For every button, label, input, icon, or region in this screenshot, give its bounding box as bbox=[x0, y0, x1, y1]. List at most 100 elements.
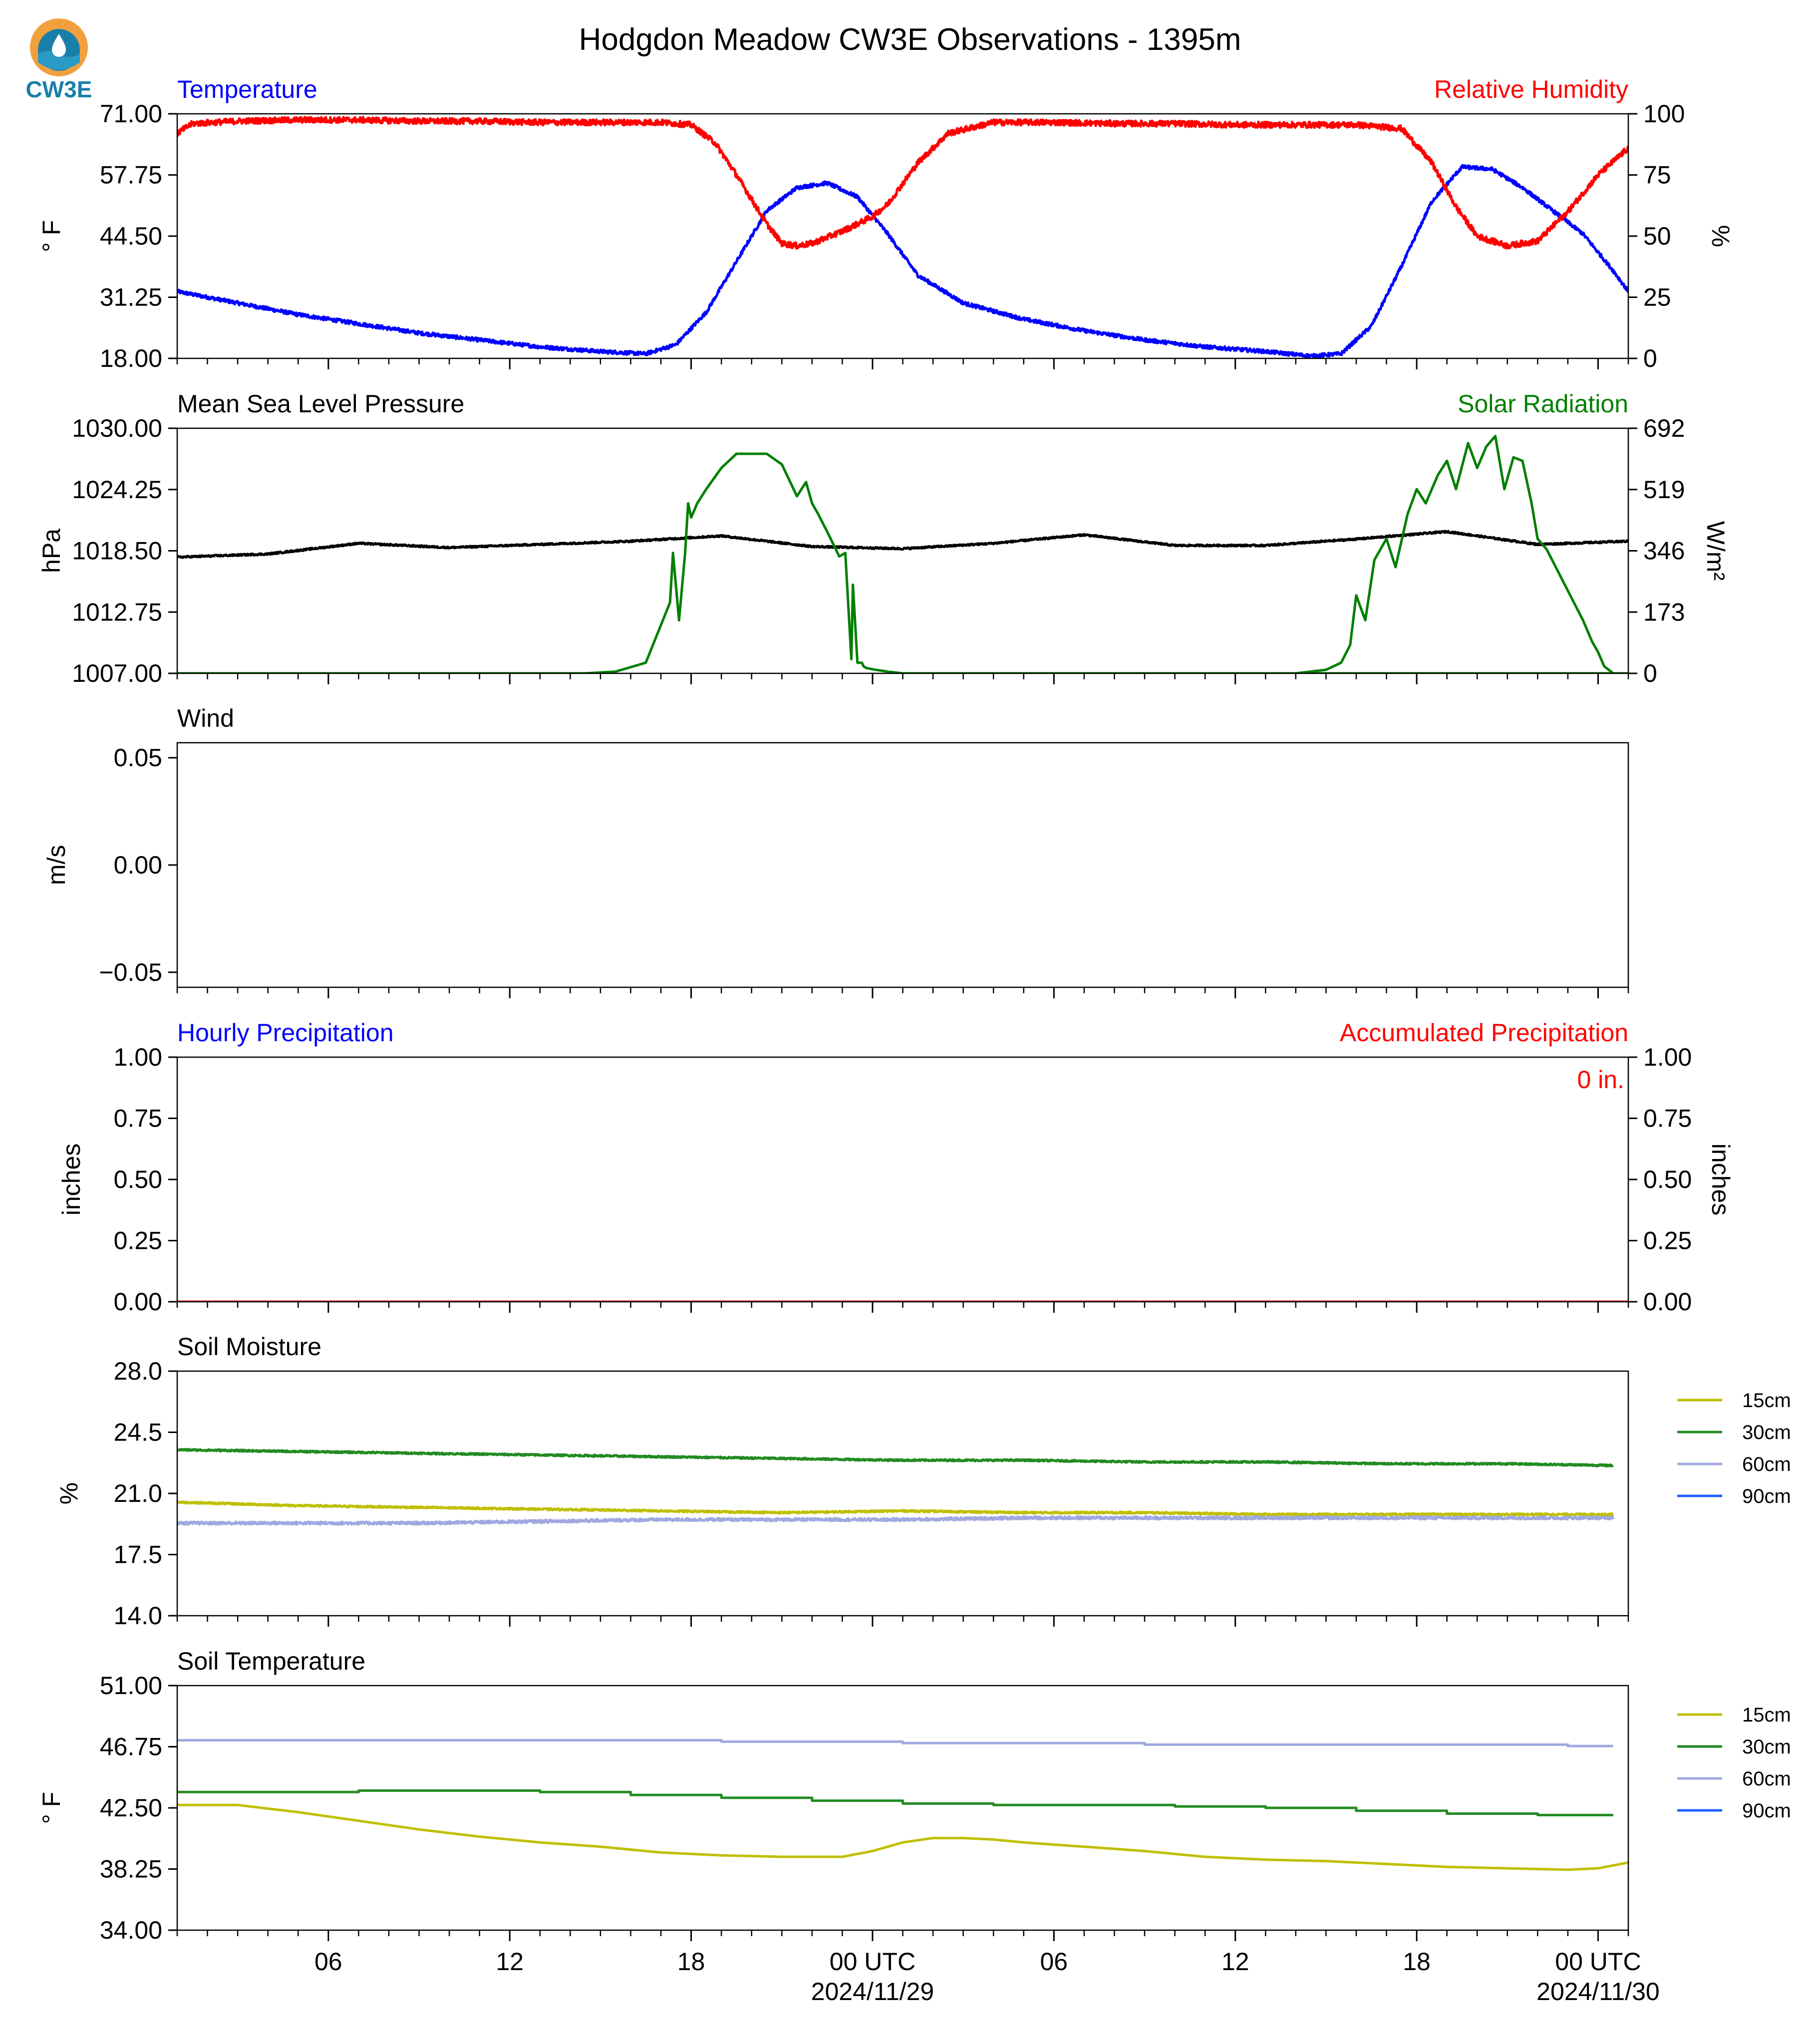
y-left-tick-label: 17.5 bbox=[114, 1541, 162, 1569]
legend-label: 30cm bbox=[1742, 1736, 1791, 1758]
y-right-tick-label: 0.25 bbox=[1643, 1227, 1692, 1255]
y-left-tick-label: 1007.00 bbox=[72, 659, 162, 687]
y-right-axis-label: inches bbox=[1707, 1144, 1735, 1216]
y-right-tick-label: 519 bbox=[1643, 476, 1685, 504]
y-right-tick-label: 25 bbox=[1643, 284, 1671, 311]
y-left-tick-label: 1.00 bbox=[114, 1043, 162, 1071]
x-tick-label: 06 bbox=[1040, 1948, 1068, 1976]
y-left-tick-label: 57.75 bbox=[100, 161, 162, 189]
y-left-axis-label: ° F bbox=[37, 220, 65, 252]
accumulated-precip-annotation: 0 in. bbox=[1577, 1066, 1624, 1094]
panel-title-left: Hourly Precipitation bbox=[177, 1019, 394, 1047]
pressure_solar-series-0 bbox=[177, 530, 1628, 559]
y-left-tick-label: 1024.25 bbox=[72, 476, 162, 504]
series-group bbox=[177, 116, 1628, 358]
y-left-axis-label: % bbox=[55, 1482, 83, 1504]
y-left-tick-label: 0.25 bbox=[114, 1227, 162, 1255]
panel-title-left: Wind bbox=[177, 704, 234, 732]
panel-temp_rh: 18.00 31.25 44.50 57.75 71.00 0 25 50 75 100 Tempe… bbox=[37, 75, 1735, 372]
soil_moisture-series-2 bbox=[177, 1515, 1615, 1526]
pressure_solar-series-1 bbox=[177, 452, 1628, 673]
panel-title-left: Mean Sea Level Pressure bbox=[177, 390, 464, 418]
y-left-tick-label: 44.50 bbox=[100, 222, 162, 250]
panels: 18.00 31.25 44.50 57.75 71.00 0 25 50 75 100 Tempe… bbox=[37, 75, 1791, 2006]
soil_temperature-series-2 bbox=[177, 1803, 1628, 1871]
y-left-tick-label: 38.25 bbox=[100, 1855, 162, 1883]
y-right-tick-label: 0 bbox=[1643, 344, 1657, 372]
series-group bbox=[177, 1739, 1628, 1871]
legend-label: 15cm bbox=[1742, 1390, 1791, 1412]
x-tick-label: 12 bbox=[1221, 1948, 1249, 1976]
legend-label: 90cm bbox=[1742, 1800, 1791, 1822]
y-right-tick-label: 346 bbox=[1643, 537, 1685, 565]
legend-label: 60cm bbox=[1742, 1768, 1791, 1790]
y-left-tick-label: 1012.75 bbox=[72, 598, 162, 626]
temp_rh-series-0 bbox=[177, 164, 1628, 358]
panel-title-left: Temperature bbox=[177, 75, 317, 103]
y-left-tick-label: 1018.50 bbox=[72, 537, 162, 565]
chart-title: Hodgdon Meadow CW3E Observations - 1395m bbox=[579, 22, 1241, 57]
legend-label: 60cm bbox=[1742, 1453, 1791, 1475]
y-left-tick-label: 42.50 bbox=[100, 1794, 162, 1822]
x-tick-label: 18 bbox=[677, 1948, 705, 1976]
legend-label: 30cm bbox=[1742, 1422, 1791, 1444]
y-right-tick-label: 0.00 bbox=[1643, 1288, 1692, 1316]
y-left-tick-label: 51.00 bbox=[100, 1672, 162, 1700]
y-right-tick-label: 0.75 bbox=[1643, 1105, 1692, 1133]
y-left-tick-label: 14.0 bbox=[114, 1602, 162, 1630]
y-left-tick-label: 71.00 bbox=[100, 100, 162, 128]
legend-label: 15cm bbox=[1742, 1704, 1791, 1726]
panel-title-left: Soil Moisture bbox=[177, 1333, 321, 1361]
x-tick-label: 18 bbox=[1403, 1948, 1431, 1976]
y-right-tick-label: 0 bbox=[1643, 659, 1657, 687]
y-right-tick-label: 75 bbox=[1643, 161, 1671, 189]
series-group bbox=[177, 435, 1628, 673]
y-left-tick-label: 46.75 bbox=[100, 1733, 162, 1761]
pressure_solar-series-2 bbox=[1295, 435, 1614, 673]
y-right-tick-label: 0.50 bbox=[1643, 1165, 1692, 1193]
x-tick-label: 12 bbox=[496, 1948, 524, 1976]
y-right-tick-label: 100 bbox=[1643, 100, 1685, 128]
panel-wind: −0.05 0.00 0.05 Wind m/s bbox=[42, 704, 1629, 998]
y-left-tick-label: 24.5 bbox=[114, 1419, 162, 1447]
panel-title-right: Accumulated Precipitation bbox=[1340, 1019, 1628, 1047]
y-left-axis-label: inches bbox=[57, 1144, 85, 1216]
logo-text: CW3E bbox=[26, 76, 92, 102]
y-left-axis-label: ° F bbox=[37, 1792, 65, 1824]
panel-pressure_solar: 1007.00 1012.75 1018.50 1024.25 1030.00 0 173 3… bbox=[37, 390, 1730, 687]
y-right-tick-label: 173 bbox=[1643, 598, 1685, 626]
y-left-tick-label: 0.00 bbox=[114, 851, 162, 879]
x-tick-date-label: 2024/11/30 bbox=[1536, 1978, 1660, 2006]
panel-title-left: Soil Temperature bbox=[177, 1647, 365, 1675]
y-left-tick-label: 28.0 bbox=[114, 1357, 162, 1385]
y-left-tick-label: 21.0 bbox=[114, 1479, 162, 1507]
series-group bbox=[177, 1448, 1615, 1526]
cw3e-logo: CW3E bbox=[26, 18, 92, 102]
y-left-tick-label: −0.05 bbox=[99, 958, 162, 986]
panel-precip: 0.00 0.25 0.50 0.75 1.00 0.00 0.25 0.50 0.75 1.00… bbox=[57, 1019, 1735, 1316]
cw3e-logo-icon bbox=[30, 18, 88, 76]
y-left-axis-label: hPa bbox=[37, 529, 65, 573]
y-left-tick-label: 34.00 bbox=[100, 1916, 162, 1944]
y-left-tick-label: 0.00 bbox=[114, 1288, 162, 1316]
x-tick-label: 06 bbox=[314, 1948, 342, 1976]
legend: 15cm 30cm 60cm 90cm bbox=[1677, 1704, 1791, 1822]
soil_temperature-series-1 bbox=[177, 1789, 1613, 1816]
panel-title-right: Solar Radiation bbox=[1458, 390, 1628, 418]
y-left-tick-label: 0.50 bbox=[114, 1165, 162, 1193]
y-left-axis-label: m/s bbox=[42, 845, 70, 885]
x-tick-date-label: 2024/11/29 bbox=[811, 1978, 934, 2006]
y-right-axis-label: % bbox=[1707, 225, 1735, 247]
x-tick-label: 00 UTC bbox=[1555, 1948, 1641, 1976]
y-left-tick-label: 0.05 bbox=[114, 744, 162, 772]
y-left-tick-label: 31.25 bbox=[100, 284, 162, 311]
soil_moisture-series-1 bbox=[177, 1500, 1614, 1517]
y-right-tick-label: 50 bbox=[1643, 222, 1671, 250]
soil_moisture-series-0 bbox=[177, 1448, 1614, 1467]
legend: 15cm 30cm 60cm 90cm bbox=[1677, 1390, 1791, 1507]
y-right-tick-label: 692 bbox=[1643, 414, 1685, 442]
y-right-tick-label: 1.00 bbox=[1643, 1043, 1692, 1071]
y-left-tick-label: 18.00 bbox=[100, 344, 162, 372]
